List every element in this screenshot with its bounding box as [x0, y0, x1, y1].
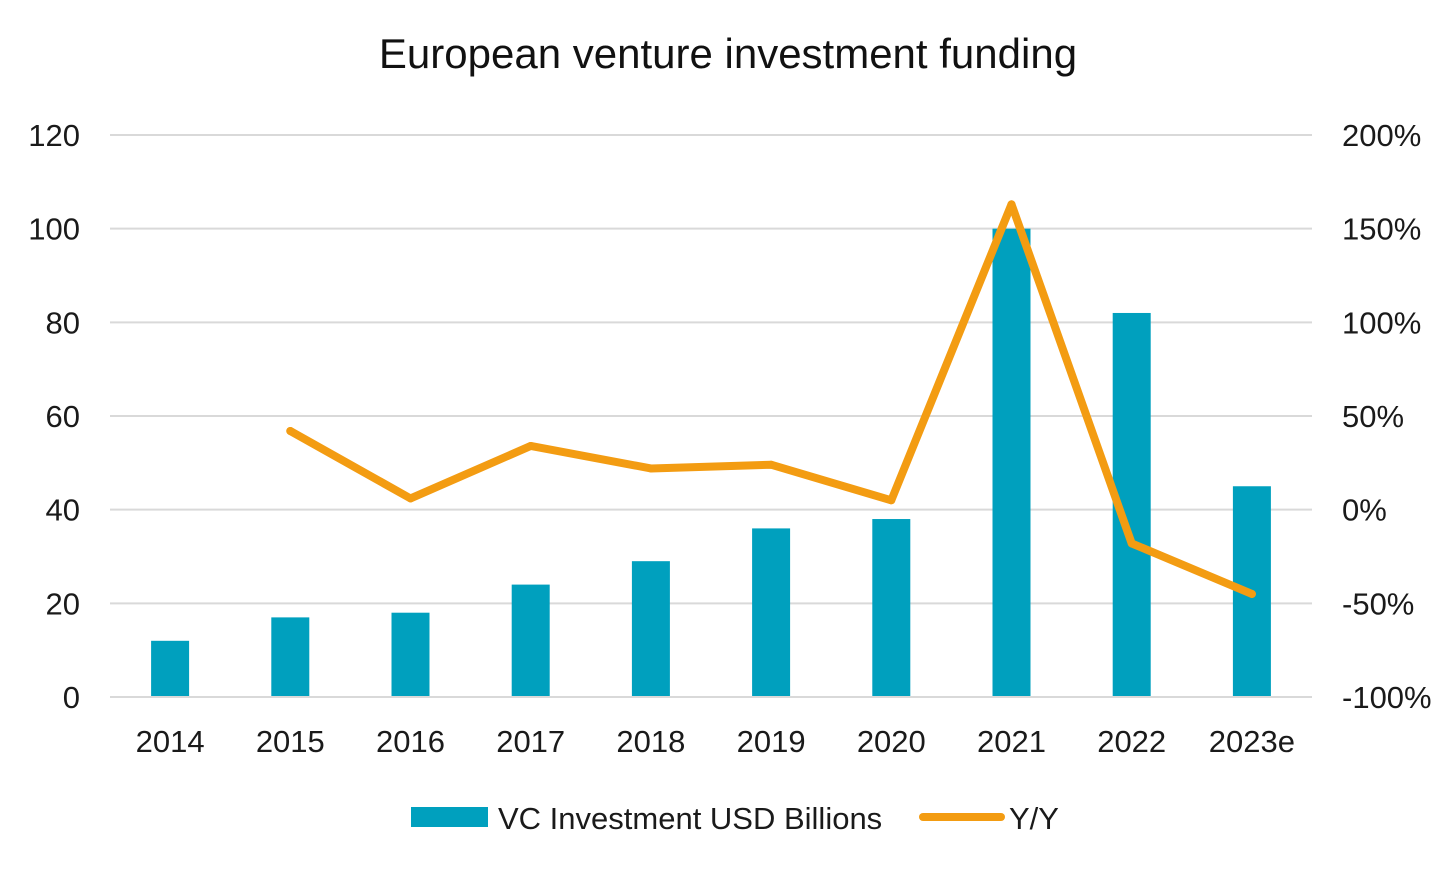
bar-2020: [872, 519, 911, 697]
x-tick-label: 2015: [256, 724, 325, 759]
x-tick-label: 2021: [977, 724, 1046, 759]
right-tick-label: 150%: [1342, 212, 1421, 247]
yy-point: [887, 496, 896, 505]
chart-title: European venture investment funding: [378, 30, 1078, 77]
line-series: [286, 200, 1256, 598]
bar-2018: [631, 561, 670, 697]
right-tick-label: 0%: [1342, 493, 1387, 528]
right-axis: -100% -50% 0% 50% 100% 150% 200%: [1342, 118, 1432, 715]
x-tick-label: 2020: [857, 724, 926, 759]
yy-point: [1007, 200, 1016, 209]
left-tick-label: 80: [46, 305, 80, 340]
left-tick-label: 20: [46, 586, 80, 621]
right-tick-label: -100%: [1342, 680, 1432, 715]
x-tick-label: 2016: [376, 724, 445, 759]
legend-bar-label: VC Investment USD Billions: [498, 801, 882, 836]
bar-2016: [391, 612, 430, 697]
yy-point: [406, 494, 415, 503]
yy-point: [646, 464, 655, 473]
yy-point: [1247, 589, 1256, 598]
left-tick-label: 60: [46, 399, 80, 434]
x-tick-label: 2019: [737, 724, 806, 759]
bar-2014: [151, 640, 190, 697]
right-tick-label: -50%: [1342, 586, 1414, 621]
x-axis: 2014 2015 2016 2017 2018 2019 2020 2021 2022 2023…: [110, 696, 1312, 759]
legend-line-label: Y/Y: [1009, 801, 1059, 836]
bar-2021: [992, 228, 1031, 697]
right-tick-label: 100%: [1342, 305, 1421, 340]
yy-point: [1127, 539, 1136, 548]
x-tick-label: 2017: [496, 724, 565, 759]
x-tick-label: 2022: [1097, 724, 1166, 759]
left-tick-label: 100: [28, 212, 80, 247]
left-tick-label: 40: [46, 493, 80, 528]
right-tick-label: 200%: [1342, 118, 1421, 153]
x-tick-label: 2014: [136, 724, 205, 759]
bar-2015: [271, 617, 310, 697]
yy-point: [767, 460, 776, 469]
bar-2019: [752, 528, 791, 697]
left-tick-label: 120: [28, 118, 80, 153]
bar-series: [151, 228, 1271, 697]
bar-2017: [511, 584, 550, 697]
x-tick-label: 2018: [616, 724, 685, 759]
yy-point: [526, 441, 535, 450]
left-axis: 0 20 40 60 80 100 120: [28, 118, 80, 715]
yy-point: [286, 426, 295, 435]
legend-bar-swatch: [411, 807, 488, 827]
legend: VC Investment USD Billions Y/Y: [411, 801, 1059, 836]
x-tick-label: 2023e: [1209, 724, 1295, 759]
right-tick-label: 50%: [1342, 399, 1404, 434]
left-tick-label: 0: [63, 680, 80, 715]
